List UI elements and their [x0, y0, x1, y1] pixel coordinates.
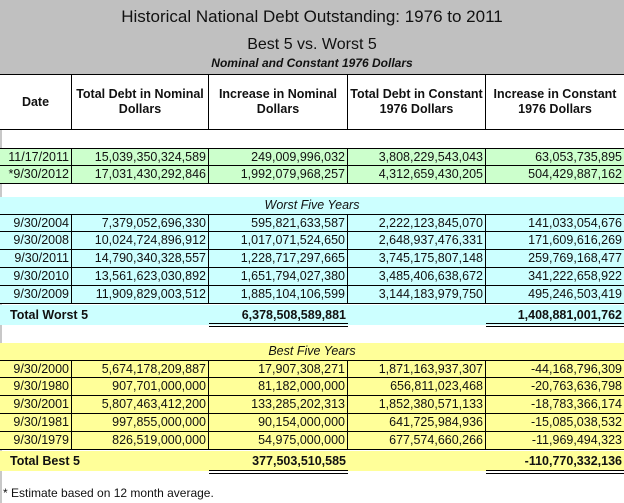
total-constant-cell: 2,222,123,845,070 [348, 215, 486, 232]
increase-constant-cell: 341,222,658,922 [528, 269, 622, 283]
date-cell: 9/30/2001 [0, 396, 72, 413]
table-row: 9/30/2000 5,674,178,209,887 17,907,308,271… [0, 360, 624, 378]
table-row: 9/30/2011 14,790,340,328,557 1,228,717,297… [0, 250, 624, 268]
increase-nominal-cell: 1,228,717,297,665 [209, 250, 348, 267]
total-constant-cell: 3,144,183,979,750 [348, 286, 486, 303]
increase-constant-cell: -44,168,796,309 [530, 362, 622, 376]
header-increase-nominal: Increase in Nominal Dollars [209, 75, 348, 129]
table-row: 9/30/2009 11,909,829,003,512 1,885,104,106… [0, 286, 624, 304]
total-worst-row: Total Worst 5 6,378,508,589,881 1,408,88… [0, 305, 624, 325]
increase-constant-cell: 63,053,735,895 [535, 150, 622, 164]
total-constant-cell: 3,808,229,543,043 [348, 149, 486, 166]
title-block: Historical National Debt Outstanding: 19… [0, 0, 624, 74]
increase-constant-cell: 171,609,616,269 [528, 233, 622, 247]
total-nominal-cell: 14,790,340,328,557 [72, 250, 209, 267]
date-cell: 9/30/2009 [0, 286, 72, 303]
best-section-header: Best Five Years [0, 343, 624, 361]
total-nominal-cell: 10,024,724,896,912 [72, 232, 209, 249]
total-best-row: Total Best 5 377,503,510,585 -110,770,33… [0, 451, 624, 471]
increase-nominal-cell: 133,285,202,313 [209, 396, 348, 413]
double-underline [486, 323, 624, 327]
increase-constant-cell: -15,085,038,532 [530, 415, 622, 429]
total-constant-cell: 3,485,406,638,672 [348, 268, 486, 285]
date-cell: 9/30/1980 [0, 378, 72, 395]
column-headers: Date Total Debt in Nominal Dollars Incre… [0, 74, 624, 130]
date-cell: 9/30/1979 [0, 432, 72, 449]
table-row: *9/30/2012 17,031,430,292,846 1,992,079,96… [0, 166, 624, 184]
date-cell: 9/30/2004 [0, 215, 72, 232]
page-title: Historical National Debt Outstanding: 19… [121, 7, 503, 26]
total-nominal-cell: 826,519,000,000 [72, 432, 209, 449]
total-nominal-cell: 15,039,350,324,589 [72, 149, 209, 166]
increase-constant-cell: 495,246,503,419 [528, 287, 622, 301]
increase-constant-cell: 504,429,887,162 [528, 167, 622, 181]
header-date: Date [0, 75, 72, 129]
table-row: 9/30/2008 10,024,724,896,912 1,017,071,524… [0, 232, 624, 250]
increase-constant-cell: 141,033,054,676 [528, 216, 622, 230]
worst-section-header: Worst Five Years [0, 197, 624, 215]
header-total-nominal: Total Debt in Nominal Dollars [72, 75, 209, 129]
increase-nominal-cell: 249,009,996,032 [209, 149, 348, 166]
total-constant-increase: -110,770,332,136 [524, 454, 622, 468]
increase-nominal-cell: 81,182,000,000 [209, 378, 348, 395]
double-underline [209, 470, 348, 474]
total-nominal-cell: 907,701,000,000 [72, 378, 209, 395]
total-nominal-cell: 11,909,829,003,512 [72, 286, 209, 303]
total-label: Total Worst 5 [10, 308, 89, 322]
total-constant-cell: 641,725,984,936 [348, 414, 486, 431]
increase-nominal-cell: 1,651,794,027,380 [209, 268, 348, 285]
total-constant-cell: 656,811,023,468 [348, 378, 486, 395]
header-increase-constant: Increase in Constant 1976 Dollars [493, 87, 617, 116]
total-nominal-increase: 6,378,508,589,881 [241, 308, 346, 322]
date-cell: 9/30/1981 [0, 414, 72, 431]
table-row: 9/30/2004 7,379,052,696,330 595,821,633,58… [0, 214, 624, 232]
table-row: 9/30/1980 907,701,000,000 81,182,000,000 65… [0, 378, 624, 396]
total-nominal-cell: 5,807,463,412,200 [72, 396, 209, 413]
total-nominal-increase: 377,503,510,585 [252, 454, 346, 468]
increase-nominal-cell: 17,907,308,271 [209, 361, 348, 378]
table-row: 9/30/1979 826,519,000,000 54,975,000,000 67… [0, 432, 624, 450]
date-cell: 9/30/2008 [0, 232, 72, 249]
total-nominal-cell: 13,561,623,030,892 [72, 268, 209, 285]
header-total-constant: Total Debt in Constant 1976 Dollars [348, 75, 486, 129]
total-constant-cell: 1,871,163,937,307 [348, 361, 486, 378]
increase-nominal-cell: 1,017,071,524,650 [209, 232, 348, 249]
total-constant-cell: 1,852,380,571,133 [348, 396, 486, 413]
table-row: 9/30/2010 13,561,623,030,892 1,651,794,027… [0, 268, 624, 286]
double-underline [486, 470, 624, 474]
table-row: 11/17/2011 15,039,350,324,589 249,009,996,… [0, 148, 624, 166]
total-nominal-cell: 17,031,430,292,846 [72, 166, 209, 183]
total-label: Total Best 5 [10, 454, 80, 468]
increase-constant-cell: 259,769,168,477 [528, 251, 622, 265]
total-nominal-cell: 7,379,052,696,330 [72, 215, 209, 232]
increase-nominal-cell: 54,975,000,000 [209, 432, 348, 449]
date-cell: 9/30/2011 [0, 250, 72, 267]
increase-constant-cell: -20,763,636,798 [530, 379, 622, 393]
increase-constant-cell: -18,783,366,174 [530, 397, 622, 411]
total-nominal-cell: 997,855,000,000 [72, 414, 209, 431]
increase-nominal-cell: 595,821,633,587 [209, 215, 348, 232]
total-constant-cell: 4,312,659,430,205 [348, 166, 486, 183]
table-row: 9/30/2001 5,807,463,412,200 133,285,202,31… [0, 396, 624, 414]
page-subtitle: Best 5 vs. Worst 5 [247, 36, 377, 53]
increase-nominal-cell: 1,885,104,106,599 [209, 286, 348, 303]
date-cell: *9/30/2012 [0, 166, 72, 183]
total-nominal-cell: 5,674,178,209,887 [72, 361, 209, 378]
date-cell: 11/17/2011 [0, 149, 72, 166]
table-row: 9/30/1981 997,855,000,000 90,154,000,000 64… [0, 414, 624, 432]
total-constant-cell: 677,574,660,266 [348, 432, 486, 449]
date-cell: 9/30/2000 [0, 361, 72, 378]
total-constant-increase: 1,408,881,001,762 [517, 308, 622, 322]
increase-nominal-cell: 90,154,000,000 [209, 414, 348, 431]
total-constant-cell: 2,648,937,476,331 [348, 232, 486, 249]
double-underline [209, 323, 348, 327]
increase-constant-cell: -11,969,494,323 [531, 433, 622, 447]
footnote: * Estimate based on 12 month average. [3, 486, 214, 500]
increase-nominal-cell: 1,992,079,968,257 [209, 166, 348, 183]
total-constant-cell: 3,745,175,807,148 [348, 250, 486, 267]
date-cell: 9/30/2010 [0, 268, 72, 285]
caption: Nominal and Constant 1976 Dollars [211, 56, 413, 70]
